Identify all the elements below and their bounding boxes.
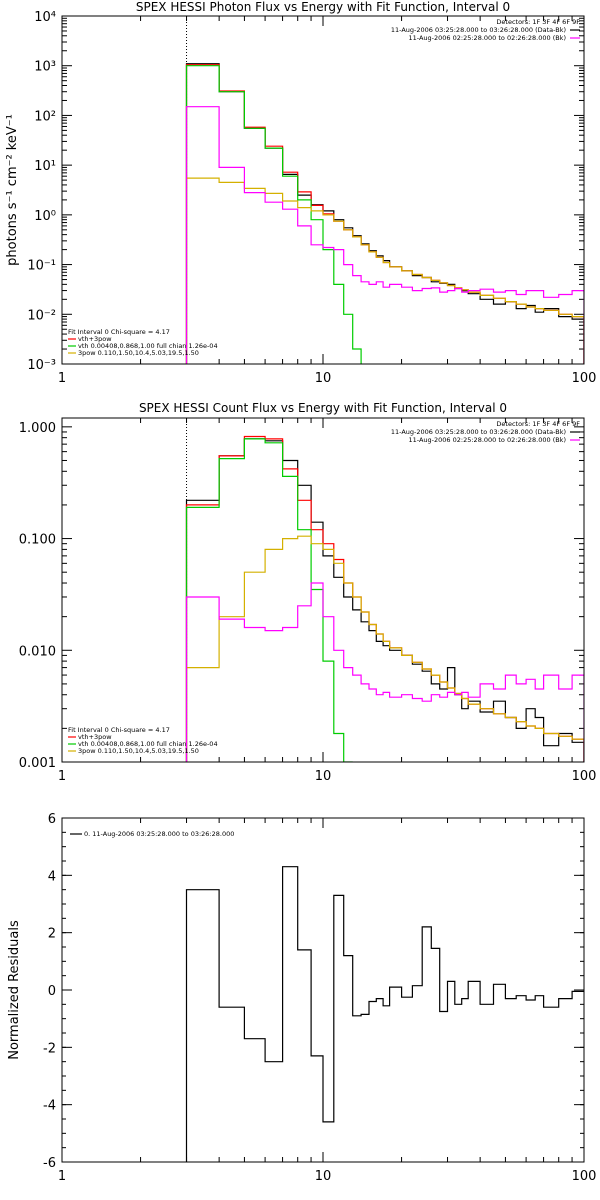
x-tick-label: 1 bbox=[58, 371, 66, 386]
series-line-0 bbox=[185, 63, 584, 364]
legend-fit-text: 3pow 0.110,1.50,10.4,5.03,19.5,1.50 bbox=[78, 747, 199, 755]
series-line-2 bbox=[185, 65, 362, 364]
plot-frame bbox=[61, 417, 585, 763]
y-tick-label: 4 bbox=[48, 869, 56, 884]
legend-entry-text: 11-Aug-2006 02:25:28.000 to 02:26:28.000… bbox=[409, 436, 566, 444]
legend-fit-text: vth+3pow bbox=[78, 733, 112, 741]
x-tick-label: 100 bbox=[572, 769, 597, 784]
legend-entry-text: 11-Aug-2006 03:25:28.000 to 03:26:28.000… bbox=[391, 428, 566, 436]
series-group bbox=[185, 63, 584, 364]
legend-fit-header: Fit Interval 0 Chi-square = 4.17 bbox=[68, 726, 170, 734]
y-tick-label: -2 bbox=[43, 1041, 56, 1056]
chart-panel-0: SPEX HESSI Photon Flux vs Energy with Fi… bbox=[5, 0, 596, 386]
legend-entry-text: 11-Aug-2006 03:25:28.000 to 03:26:28.000… bbox=[391, 26, 566, 34]
x-tick-label: 10 bbox=[315, 769, 332, 784]
series-group bbox=[185, 435, 584, 762]
series-line-3 bbox=[185, 535, 584, 762]
legend-entry-text: 11-Aug-2006 02:25:28.000 to 02:26:28.000… bbox=[409, 34, 566, 42]
series-line-4 bbox=[185, 106, 584, 364]
y-tick-label: -6 bbox=[43, 1156, 56, 1171]
legend-fit-header: Fit Interval 0 Chi-square = 4.17 bbox=[68, 328, 170, 336]
plot-frame bbox=[61, 817, 585, 1163]
legend-fit-text: vth 0.00408,0.868,1.00 full chian 1.26e-… bbox=[78, 342, 218, 350]
legend-residual-text: 0. 11-Aug-2006 03:25:28.000 to 03:26:28.… bbox=[84, 830, 234, 838]
series-line-1 bbox=[185, 435, 584, 762]
chart-title: SPEX HESSI Photon Flux vs Energy with Fi… bbox=[136, 0, 510, 14]
y-tick-label: 1.000 bbox=[19, 421, 56, 436]
x-tick-label: 1 bbox=[58, 1169, 66, 1184]
series-line-2 bbox=[185, 438, 353, 762]
legend-detectors: Detectors: 1F 3F 4F 6F 9F bbox=[496, 420, 580, 428]
legend-detectors: Detectors: 1F 3F 4F 6F 9F bbox=[496, 18, 580, 26]
y-tick-label: 10² bbox=[34, 109, 56, 124]
y-tick-label: 0.010 bbox=[19, 644, 56, 659]
x-tick-label: 10 bbox=[315, 1169, 332, 1184]
x-tick-label: 100 bbox=[572, 371, 597, 386]
x-tick-label: 10 bbox=[315, 371, 332, 386]
y-axis-label: photons s⁻¹ cm⁻² keV⁻¹ bbox=[5, 114, 20, 266]
series-line-0 bbox=[185, 438, 584, 762]
y-tick-label: -4 bbox=[43, 1099, 56, 1114]
chart-panel-1: SPEX HESSI Count Flux vs Energy with Fit… bbox=[19, 401, 597, 784]
chart-panel-2: Normalized Residuals 1 10 100 -6 -4 -2 0 2 4 6 0. 1… bbox=[7, 812, 596, 1184]
series-line-1 bbox=[185, 64, 584, 364]
legend-fit-text: vth+3pow bbox=[78, 335, 112, 343]
chart-title: SPEX HESSI Count Flux vs Energy with Fit… bbox=[139, 401, 507, 415]
y-tick-label: 10⁻² bbox=[27, 308, 56, 323]
y-tick-label: 10³ bbox=[34, 60, 56, 75]
y-tick-label: 10⁻¹ bbox=[27, 259, 56, 274]
y-tick-label: 2 bbox=[48, 927, 56, 942]
y-tick-label: 6 bbox=[48, 812, 56, 827]
series-line-4 bbox=[185, 582, 584, 762]
legend-fit-text: vth 0.00408,0.868,1.00 full chian 1.26e-… bbox=[78, 740, 218, 748]
y-tick-label: 0 bbox=[48, 984, 56, 999]
y-tick-label: 0.100 bbox=[19, 533, 56, 548]
plot-frame bbox=[61, 15, 585, 365]
x-tick-label: 1 bbox=[58, 769, 66, 784]
y-axis-label: Normalized Residuals bbox=[7, 920, 22, 1060]
series-line-3 bbox=[185, 177, 584, 364]
y-tick-label: 10⁰ bbox=[34, 209, 56, 224]
series-line-0 bbox=[185, 866, 584, 1162]
y-tick-label: 0.001 bbox=[19, 756, 56, 771]
y-tick-label: 10⁴ bbox=[34, 10, 56, 25]
series-group bbox=[185, 866, 584, 1162]
y-tick-label: 10⁻³ bbox=[27, 358, 56, 373]
legend-fit-text: 3pow 0.110,1.50,10.4,5.03,19.5,1.50 bbox=[78, 349, 199, 357]
x-tick-label: 100 bbox=[572, 1169, 597, 1184]
y-tick-label: 10¹ bbox=[34, 159, 56, 174]
